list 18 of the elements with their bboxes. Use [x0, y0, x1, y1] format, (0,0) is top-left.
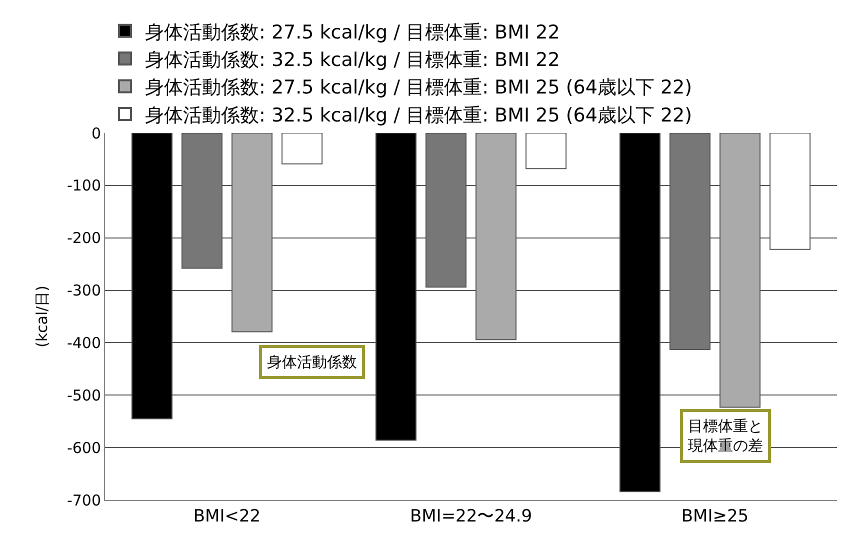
y-axis-title: (kcal/日) — [33, 285, 52, 348]
y-tick-label: -500 — [66, 386, 101, 404]
y-tick-label: -100 — [66, 176, 101, 195]
y-tick-label: -400 — [66, 334, 101, 352]
y-tick-label: -200 — [66, 229, 101, 248]
legend-label: 身体活動係数: 27.5 kcal/kg / 目標体重: BMI 25 (64歳以下 22) — [145, 76, 692, 99]
legend-label: 身体活動係数: 27.5 kcal/kg / 目標体重: BMI 22 — [145, 21, 560, 44]
annotation: 目標体重と現体重の差 — [688, 417, 763, 454]
y-tick-label: -600 — [66, 438, 101, 457]
y-tick-label: 0 — [91, 124, 101, 142]
x-tick-label: BMI=22〜24.9 — [410, 506, 532, 526]
annotation: 身体活動係数 — [267, 353, 357, 371]
x-tick-label: BMI<22 — [193, 506, 261, 526]
y-tick-label: -700 — [66, 491, 101, 510]
y-tick-label: -300 — [66, 282, 101, 300]
legend-label: 身体活動係数: 32.5 kcal/kg / 目標体重: BMI 22 — [145, 48, 560, 71]
x-tick-label: BMI≥25 — [681, 506, 749, 526]
legend-label: 身体活動係数: 32.5 kcal/kg / 目標体重: BMI 25 (64歳以下 22) — [145, 104, 692, 126]
